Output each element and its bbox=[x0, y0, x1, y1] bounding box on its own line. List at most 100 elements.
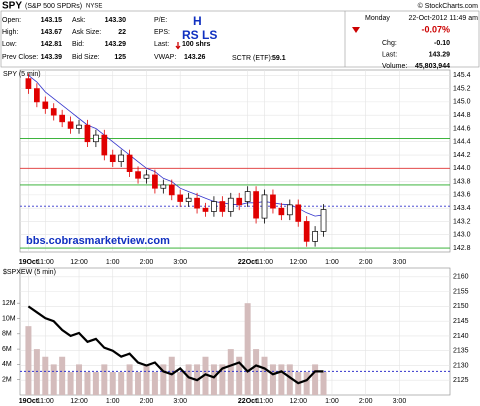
volume-bar bbox=[50, 364, 57, 395]
price-line bbox=[27, 305, 324, 385]
y-tick-label: 2140 bbox=[453, 333, 469, 340]
x-tick-label: 2:00 bbox=[359, 398, 373, 405]
volume-bar bbox=[25, 326, 32, 395]
candle-body bbox=[168, 184, 175, 196]
candle-body bbox=[135, 171, 141, 179]
quote-value: 143.26 bbox=[184, 54, 206, 61]
symbol-name: (S&P 500 SPDRs) bbox=[25, 3, 82, 10]
quote-label: Last: bbox=[154, 41, 169, 48]
datetime: 22-Oct-2012 11:49 am bbox=[408, 15, 478, 22]
y-tick-label: 144.8 bbox=[453, 112, 471, 119]
volume-bar bbox=[67, 372, 74, 395]
quote-box bbox=[0, 10, 480, 68]
candle-body bbox=[160, 184, 167, 189]
quote-label: Open: bbox=[2, 17, 21, 24]
x-tick-label: 3:00 bbox=[173, 259, 187, 266]
volume-bar bbox=[202, 356, 209, 395]
x-tick-label: 22Oct bbox=[238, 259, 258, 266]
y2-tick-label: 4M bbox=[2, 361, 12, 368]
candle-body bbox=[93, 134, 99, 143]
candle-body bbox=[253, 191, 259, 219]
quote-value: 143.15 bbox=[41, 17, 63, 24]
date: Monday bbox=[365, 15, 390, 22]
y-tick-label: 2130 bbox=[453, 362, 469, 369]
volume-bar bbox=[101, 364, 108, 395]
candle-body bbox=[211, 201, 217, 212]
exchange: NYSE bbox=[86, 4, 102, 10]
y2-tick-label: 12M bbox=[2, 300, 16, 307]
x-tick-label: 3:00 bbox=[393, 259, 407, 266]
x-tick-label: 11:00 bbox=[37, 398, 54, 405]
quote-label: Prev Close: bbox=[2, 54, 38, 61]
volume-bar bbox=[177, 372, 184, 395]
candle-body bbox=[126, 154, 133, 172]
candle-body bbox=[286, 204, 293, 216]
quote-label: Ask: bbox=[72, 17, 86, 24]
quote-value: 143.39 bbox=[41, 54, 63, 61]
volume-bar bbox=[42, 356, 49, 395]
volume-bar bbox=[219, 364, 226, 395]
volume-bar bbox=[210, 364, 217, 395]
candle-body bbox=[143, 174, 150, 179]
y-tick-label: 145.4 bbox=[453, 72, 471, 79]
y-tick-label: 2150 bbox=[453, 303, 469, 310]
x-tick-label: 1:00 bbox=[106, 398, 120, 405]
panel-title: $SPXEW (5 min) bbox=[3, 269, 56, 276]
note: RS LS bbox=[182, 28, 217, 42]
panel-title: SPY (5 min) bbox=[3, 71, 41, 78]
x-tick-label: 12:00 bbox=[289, 398, 307, 405]
volume-bar bbox=[160, 364, 167, 395]
change-pct: -0.07% bbox=[421, 24, 450, 34]
volume-bar bbox=[185, 364, 192, 395]
candle-body bbox=[177, 194, 184, 202]
volume-bar bbox=[278, 364, 285, 395]
candle-body bbox=[34, 88, 40, 103]
candle-body bbox=[152, 174, 158, 189]
y-tick-label: 143.8 bbox=[453, 178, 471, 185]
candle-body bbox=[261, 194, 268, 219]
volume-bar bbox=[33, 349, 40, 395]
candle-body bbox=[270, 194, 276, 209]
candle-body bbox=[109, 154, 116, 163]
candle-body bbox=[67, 121, 74, 129]
y-tick-label: 143.4 bbox=[453, 205, 471, 212]
candle-body bbox=[76, 124, 82, 129]
candle-body bbox=[320, 209, 327, 232]
candle-body bbox=[185, 197, 192, 202]
y-tick-label: 143.6 bbox=[453, 192, 471, 199]
plot-area bbox=[19, 69, 451, 253]
stat-value: -0.10 bbox=[434, 40, 450, 47]
volume-bar bbox=[143, 364, 150, 395]
quote-label: High: bbox=[2, 29, 18, 36]
annotation: bbs.cobrasmarketview.com bbox=[26, 235, 170, 247]
quote-label: Bid: bbox=[72, 41, 84, 48]
y-tick-label: 2160 bbox=[453, 274, 469, 281]
volume-bar bbox=[76, 364, 83, 395]
stat-label: Chg: bbox=[382, 40, 397, 47]
y-tick-label: 144.2 bbox=[453, 152, 471, 159]
y-tick-label: 145.2 bbox=[453, 85, 471, 92]
quote-value: 143.30 bbox=[105, 17, 127, 24]
plot-area bbox=[19, 267, 451, 396]
stat-label: Volume: bbox=[382, 63, 407, 70]
candle-body bbox=[50, 108, 57, 116]
candle-body bbox=[244, 191, 251, 202]
x-tick-label: 11:00 bbox=[256, 398, 273, 405]
x-tick-label: 22Oct bbox=[238, 398, 258, 405]
volume-bar bbox=[92, 372, 99, 395]
volume-bar bbox=[320, 372, 327, 395]
candle-body bbox=[236, 197, 243, 206]
volume-bar bbox=[168, 356, 175, 395]
candle-body bbox=[202, 207, 209, 212]
y-tick-label: 2145 bbox=[453, 318, 469, 325]
quote-label: Bid Size: bbox=[72, 54, 100, 61]
candle-body bbox=[278, 207, 285, 216]
y-tick-label: 144.0 bbox=[453, 165, 471, 172]
last-arrow bbox=[175, 42, 181, 50]
y-tick-label: 143.2 bbox=[453, 218, 471, 225]
y-tick-label: 145.0 bbox=[453, 99, 471, 106]
note: H bbox=[193, 14, 202, 28]
candle-body bbox=[118, 154, 125, 163]
x-tick-label: 11:00 bbox=[256, 259, 273, 266]
